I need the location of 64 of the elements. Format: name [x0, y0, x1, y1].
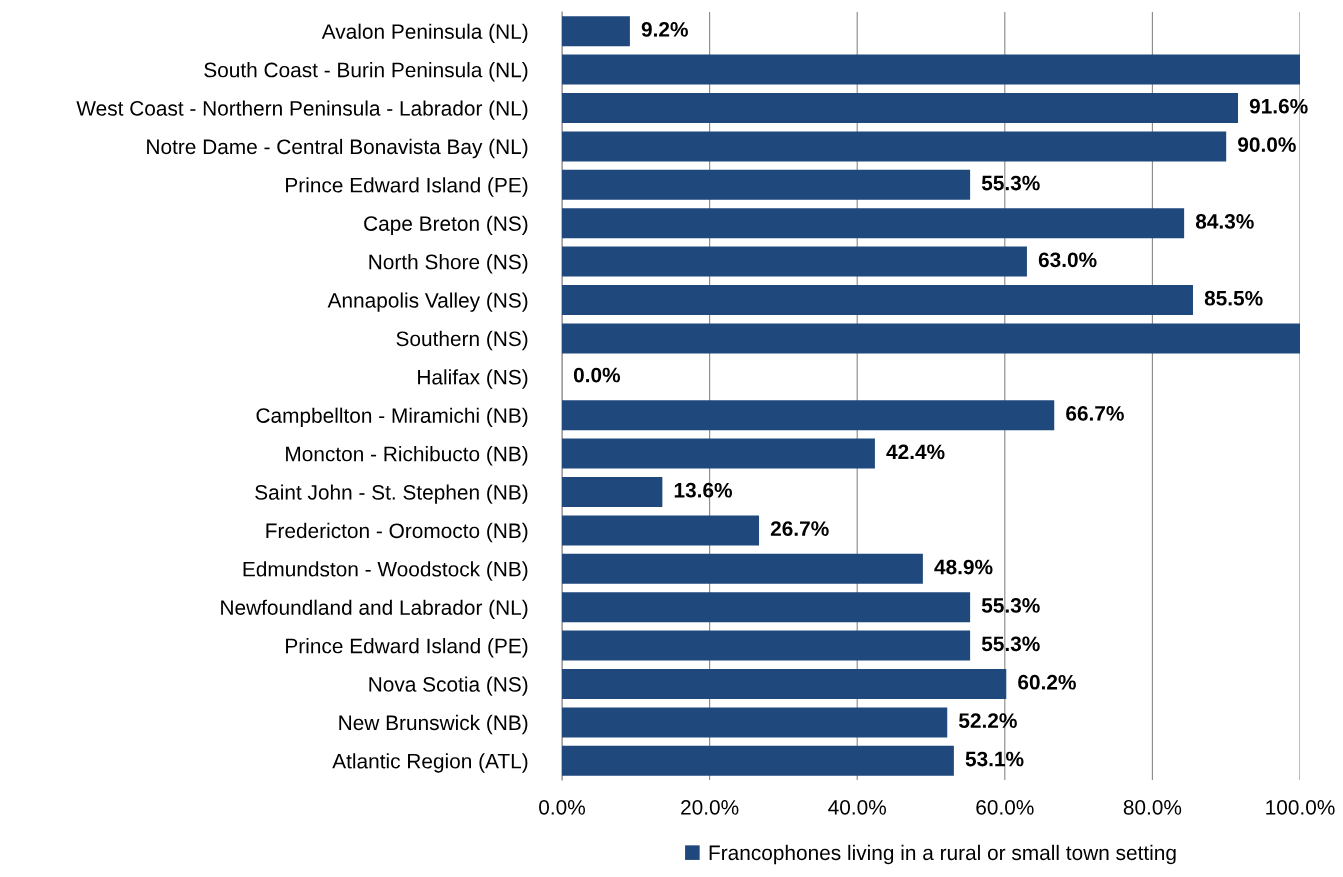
data-label: 9.2% [641, 22, 688, 37]
x-tick-label: 60.0% [976, 799, 1034, 815]
data-label: 55.3% [981, 636, 1040, 652]
y-tick-label: Notre Dame - Central Bonavista Bay (NL) [147, 138, 528, 159]
x-tick-label: 0.0% [539, 799, 585, 815]
y-tick-label: Moncton - Richibucto (NB) [286, 446, 528, 466]
legend-label: Francophones living in a rural or small town setting [709, 844, 1176, 865]
data-label: 84.3% [1195, 214, 1254, 229]
bar [562, 54, 1300, 85]
data-label: 13.6% [674, 482, 732, 498]
data-label: 55.3% [981, 175, 1040, 191]
data-label: 63.0% [1038, 252, 1097, 268]
data-label: 48.9% [934, 559, 993, 575]
bar [562, 592, 971, 623]
y-tick-label: West Coast - Northern Peninsula - Labrador (NL) [76, 100, 528, 120]
y-tick-label: Cape Breton (NS) [364, 215, 528, 236]
data-label: 91.6% [1249, 98, 1308, 114]
bar [562, 131, 1227, 162]
data-label: 0.0% [573, 367, 621, 383]
y-tick-label: Nova Scotia (NS) [369, 676, 528, 696]
x-tick-label: 100.0% [1266, 799, 1335, 815]
x-tick-label: 40.0% [828, 799, 886, 815]
data-label: 26.7% [770, 521, 829, 536]
bar [562, 669, 1007, 699]
y-tick-label: South Coast - Burin Peninsula (NL) [204, 62, 528, 82]
y-tick-label: Newfoundland and Labrador (NL) [221, 599, 528, 620]
bar [562, 553, 923, 584]
x-tick-label: 80.0% [1123, 799, 1182, 815]
data-label: 52.2% [958, 713, 1017, 728]
bar [562, 438, 875, 469]
data-label: 90.0% [1238, 137, 1296, 152]
data-label: 53.1% [965, 751, 1024, 767]
bar [562, 745, 954, 776]
y-tick-label: Southern (NS) [396, 330, 528, 351]
bar [562, 285, 1193, 315]
bar [562, 707, 948, 738]
x-tick-label: 20.0% [681, 799, 739, 815]
y-tick-label: Saint John - St. Stephen (NB) [255, 484, 528, 504]
bar [562, 246, 1027, 277]
bar [562, 208, 1185, 239]
y-tick-label: Campbellton - Miramichi (NB) [256, 407, 528, 428]
data-label: 55.3% [981, 598, 1040, 613]
y-tick-label: North Shore (NS) [369, 254, 528, 274]
data-label: 60.2% [1018, 674, 1076, 690]
bar [562, 16, 630, 47]
y-tick-label: Avalon Peninsula (NL) [321, 23, 528, 44]
y-tick-label: Edmundston - Woodstock (NB) [243, 561, 528, 581]
y-tick-label: Annapolis Valley (NS) [327, 292, 528, 312]
y-tick-label: Halifax (NS) [418, 369, 528, 389]
y-tick-label: Fredericton - Oromocto (NB) [266, 522, 528, 543]
bar [562, 93, 1239, 123]
bar [562, 477, 663, 507]
y-tick-label: New Brunswick (NB) [339, 714, 528, 735]
y-tick-label: Prince Edward Island (PE) [286, 177, 528, 197]
bar [562, 323, 1300, 354]
data-label: 85.5% [1204, 290, 1263, 306]
bar [562, 400, 1055, 431]
y-tick-label: Prince Edward Island (PE) [286, 638, 528, 658]
bar [562, 515, 760, 546]
bar [562, 169, 971, 200]
bar [562, 630, 971, 661]
data-label: 66.7% [1066, 406, 1124, 421]
y-tick-label: Atlantic Region (ATL) [332, 753, 528, 773]
data-label: 42.4% [886, 444, 945, 460]
